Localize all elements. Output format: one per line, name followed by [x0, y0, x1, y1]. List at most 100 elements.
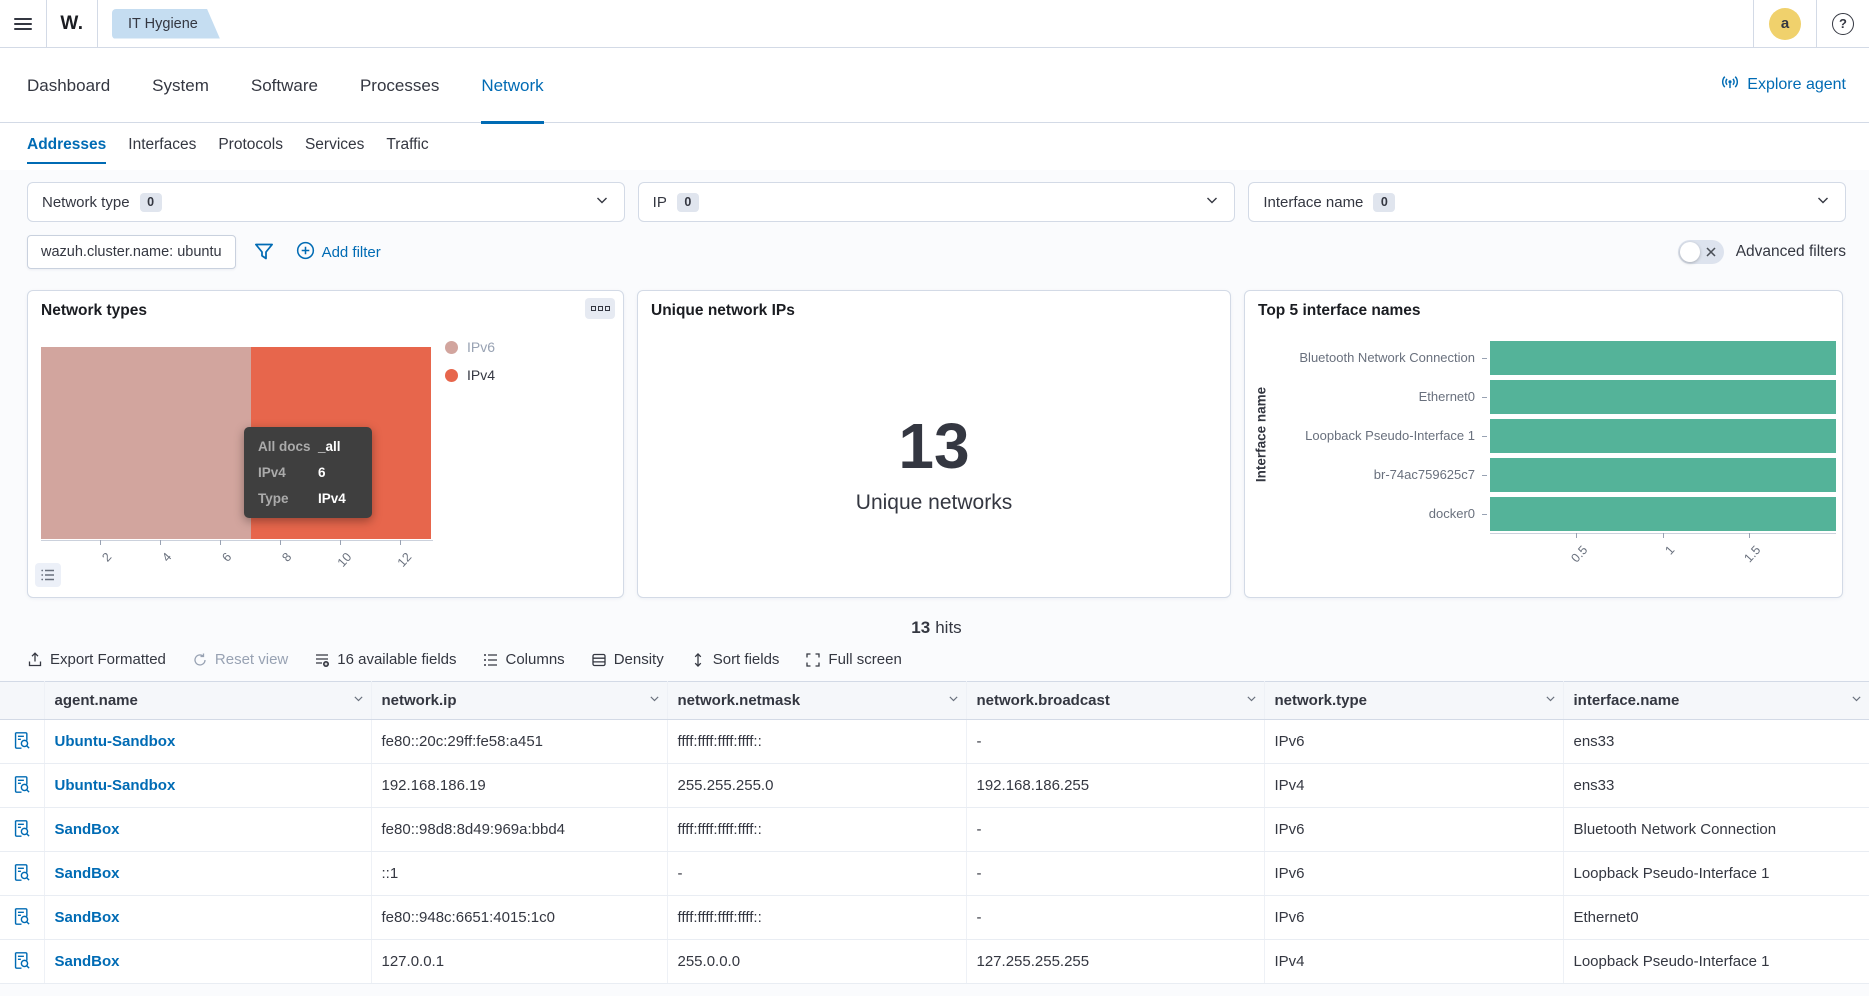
- ip-select[interactable]: IP 0: [638, 182, 1236, 222]
- results-table: agent.name network.ip network.netmask ne…: [0, 681, 1869, 984]
- network-types-panel: Network types 2 4 6 8 10 12: [27, 290, 624, 598]
- filter-icon[interactable]: [254, 242, 274, 262]
- x-tick: 1: [1662, 543, 1677, 558]
- full-screen-button[interactable]: Full screen: [805, 651, 901, 668]
- menu-icon[interactable]: [0, 0, 46, 48]
- sort-fields-button[interactable]: Sort fields: [690, 651, 780, 668]
- explore-agent-button[interactable]: Explore agent: [1721, 74, 1846, 97]
- agent-name-link[interactable]: Ubuntu-Sandbox: [55, 777, 176, 794]
- density-button[interactable]: Density: [591, 651, 664, 668]
- bar-ethernet0[interactable]: [1490, 380, 1836, 414]
- subtab-traffic[interactable]: Traffic: [386, 123, 428, 170]
- legend-dot: [445, 341, 458, 354]
- cell-network-broadcast: -: [966, 852, 1264, 896]
- avatar[interactable]: a: [1769, 8, 1801, 40]
- help-icon[interactable]: ?: [1832, 13, 1854, 35]
- column-header-network-type[interactable]: network.type: [1264, 682, 1563, 720]
- chart-tooltip: All docs_all IPv46 TypeIPv4: [244, 427, 372, 518]
- cell-network-type: IPv6: [1264, 720, 1563, 764]
- legend-dot: [445, 369, 458, 382]
- subtab-protocols[interactable]: Protocols: [218, 123, 283, 170]
- subtab-interfaces[interactable]: Interfaces: [128, 123, 196, 170]
- chevron-down-icon: [1850, 692, 1863, 709]
- cell-interface-name: Ethernet0: [1563, 896, 1869, 940]
- filter-selects-row: Network type 0 IP 0 Interface name 0: [27, 182, 1846, 222]
- cell-network-netmask: -: [667, 852, 966, 896]
- cluster-filter-pill[interactable]: wazuh.cluster.name: ubuntu: [27, 235, 236, 269]
- inspect-document-button[interactable]: [10, 773, 33, 796]
- agent-name-link[interactable]: SandBox: [55, 865, 120, 882]
- column-header-agent-name[interactable]: agent.name: [44, 682, 371, 720]
- broadcast-icon: [1721, 74, 1739, 97]
- tooltip-value: _all: [318, 439, 341, 454]
- bar-loopback[interactable]: [1490, 419, 1836, 453]
- panel-options-button[interactable]: [585, 298, 615, 319]
- cell-interface-name: ens33: [1563, 720, 1869, 764]
- tab-network[interactable]: Network: [481, 48, 543, 123]
- cell-network-ip: 192.168.186.19: [371, 764, 667, 808]
- agent-name-link[interactable]: Ubuntu-Sandbox: [55, 733, 176, 750]
- logo-text: W.: [60, 13, 83, 34]
- hits-count: 13hits: [27, 618, 1846, 638]
- hits-label: hits: [935, 618, 961, 637]
- select-label: IP: [653, 194, 667, 211]
- inspect-document-button[interactable]: [10, 861, 33, 884]
- cell-network-ip: fe80::20c:29ff:fe58:a451: [371, 720, 667, 764]
- tab-dashboard[interactable]: Dashboard: [27, 48, 110, 123]
- breadcrumb[interactable]: IT Hygiene: [112, 9, 220, 39]
- tooltip-value: IPv4: [318, 491, 346, 506]
- export-label: Export Formatted: [50, 651, 166, 668]
- inspect-document-button[interactable]: [10, 729, 33, 752]
- network-type-select[interactable]: Network type 0: [27, 182, 625, 222]
- inspect-document-button[interactable]: [10, 905, 33, 928]
- legend-item-ipv6[interactable]: IPv6: [445, 339, 495, 355]
- columns-button[interactable]: Columns: [483, 651, 565, 668]
- header-spacer: [0, 682, 44, 720]
- inspect-document-button[interactable]: [10, 817, 33, 840]
- agent-name-link[interactable]: SandBox: [55, 953, 120, 970]
- bar-br74ac[interactable]: [1490, 458, 1836, 492]
- bar-docker0[interactable]: [1490, 497, 1836, 531]
- fields-label: 16 available fields: [337, 651, 456, 668]
- sort-fields-label: Sort fields: [713, 651, 780, 668]
- x-tick: 4: [159, 550, 174, 565]
- available-fields-button[interactable]: 16 available fields: [314, 651, 456, 668]
- table-row: SandBox ::1 - - IPv6 Loopback Pseudo-Int…: [0, 852, 1869, 896]
- list-icon: [41, 569, 55, 581]
- cell-interface-name: Loopback Pseudo-Interface 1: [1563, 852, 1869, 896]
- density-icon: [591, 652, 607, 668]
- category-label: Loopback Pseudo-Interface 1: [1245, 428, 1475, 443]
- wazuh-app-window: W. IT Hygiene a ? Dashboard System Softw…: [0, 0, 1869, 996]
- column-header-network-netmask[interactable]: network.netmask: [667, 682, 966, 720]
- metric-label: Unique networks: [638, 491, 1230, 515]
- tab-software[interactable]: Software: [251, 48, 318, 123]
- bar-segment-ipv6[interactable]: [41, 347, 251, 539]
- inspect-document-icon: [12, 951, 31, 970]
- tab-processes[interactable]: Processes: [360, 48, 439, 123]
- legend-item-ipv4[interactable]: IPv4: [445, 367, 495, 383]
- reset-view-button[interactable]: Reset view: [192, 651, 288, 668]
- bar-bluetooth[interactable]: [1490, 341, 1836, 375]
- interface-name-select[interactable]: Interface name 0: [1248, 182, 1846, 222]
- panel-title: Network types: [41, 302, 147, 320]
- cell-network-type: IPv4: [1264, 764, 1563, 808]
- inspect-document-icon: [12, 863, 31, 882]
- add-filter-button[interactable]: Add filter: [296, 241, 381, 264]
- wazuh-logo[interactable]: W.: [47, 13, 97, 35]
- inspect-document-button[interactable]: [10, 949, 33, 972]
- top-bar: W. IT Hygiene a ?: [0, 0, 1869, 48]
- inspect-document-icon: [12, 731, 31, 750]
- subtab-addresses[interactable]: Addresses: [27, 123, 106, 170]
- agent-name-link[interactable]: SandBox: [55, 909, 120, 926]
- fullscreen-icon: [805, 652, 821, 668]
- column-header-interface-name[interactable]: interface.name: [1563, 682, 1869, 720]
- advanced-filters-toggle[interactable]: [1678, 240, 1724, 264]
- subtab-services[interactable]: Services: [305, 123, 364, 170]
- column-header-network-ip[interactable]: network.ip: [371, 682, 667, 720]
- agent-name-link[interactable]: SandBox: [55, 821, 120, 838]
- x-tick: 2: [99, 550, 114, 565]
- export-formatted-button[interactable]: Export Formatted: [27, 651, 166, 668]
- column-header-network-broadcast[interactable]: network.broadcast: [966, 682, 1264, 720]
- legend-toggle-button[interactable]: [35, 563, 61, 587]
- tab-system[interactable]: System: [152, 48, 209, 123]
